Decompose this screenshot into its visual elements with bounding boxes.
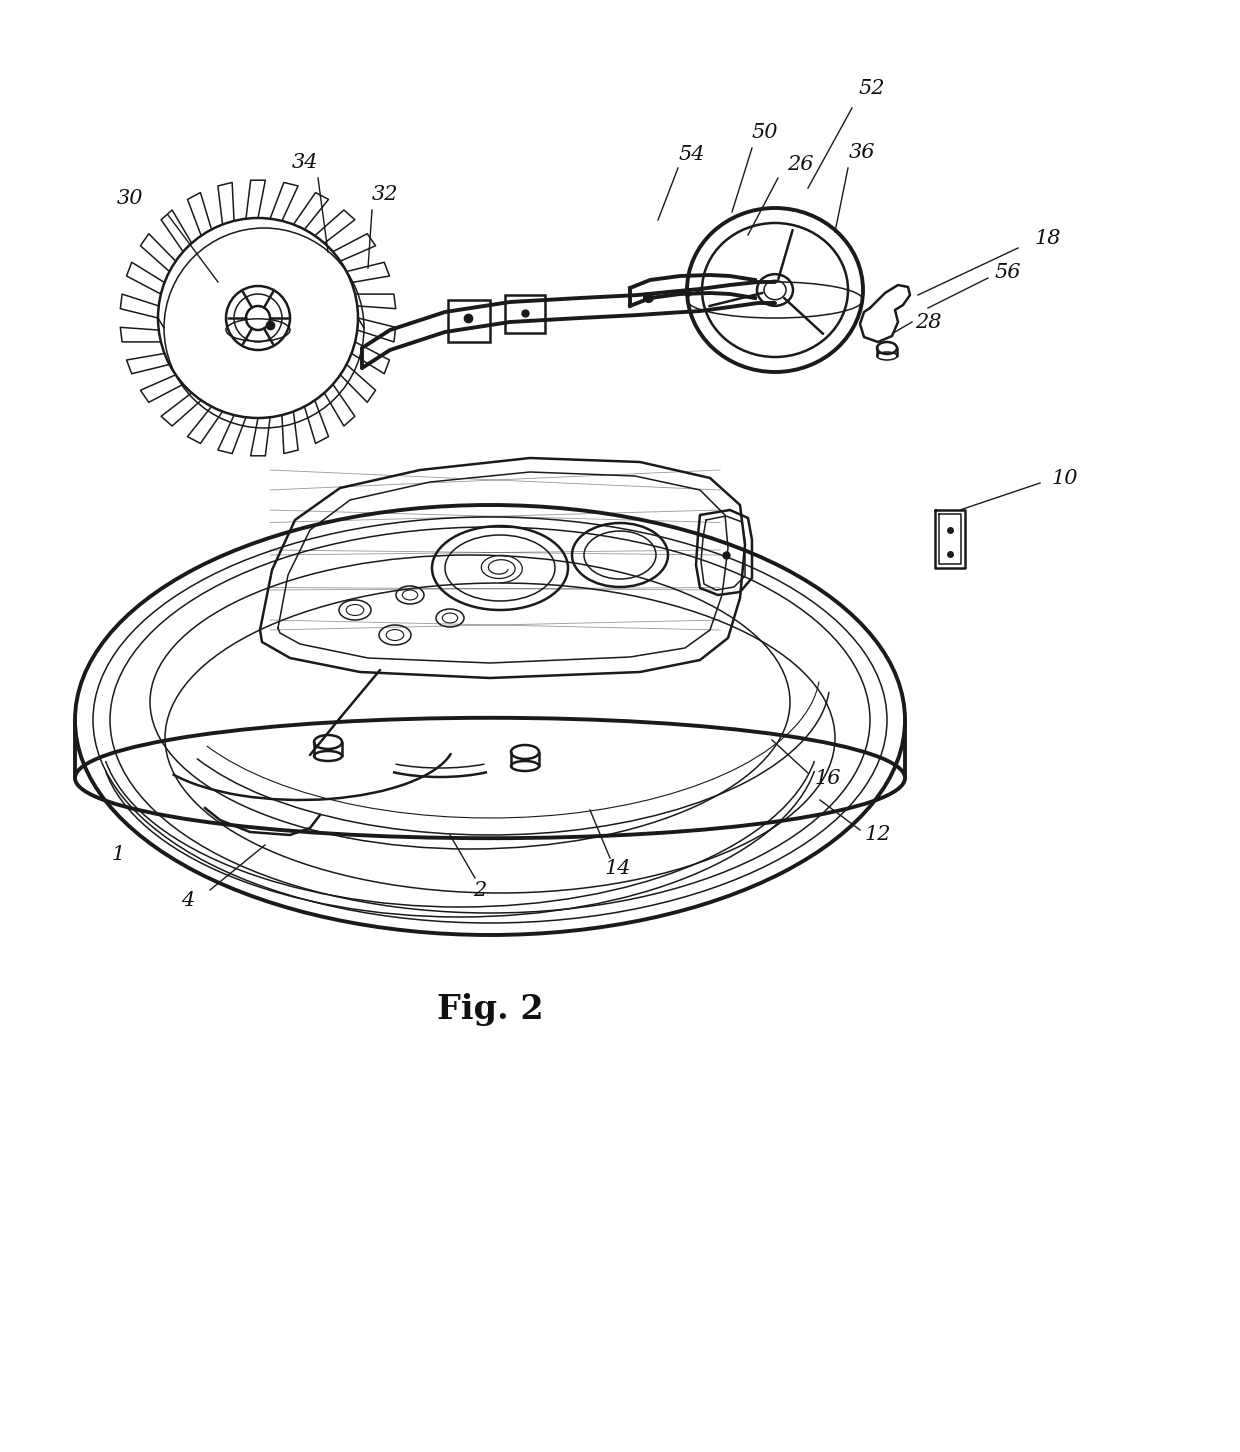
- Text: 34: 34: [291, 152, 319, 171]
- Text: 32: 32: [372, 186, 398, 205]
- Text: 16: 16: [815, 768, 841, 787]
- Text: 36: 36: [848, 142, 875, 161]
- Text: 2: 2: [474, 880, 486, 899]
- Text: 10: 10: [1052, 469, 1079, 488]
- Text: 56: 56: [994, 263, 1022, 282]
- Text: 28: 28: [915, 312, 941, 331]
- Text: 52: 52: [859, 78, 885, 97]
- Text: Fig. 2: Fig. 2: [436, 993, 543, 1027]
- Text: 4: 4: [181, 890, 195, 909]
- Text: 26: 26: [786, 155, 813, 174]
- Text: 18: 18: [1034, 228, 1061, 247]
- Text: 14: 14: [605, 858, 631, 877]
- Text: 50: 50: [751, 122, 779, 141]
- Text: 12: 12: [864, 826, 892, 845]
- Text: 1: 1: [112, 845, 125, 864]
- Text: 54: 54: [678, 145, 706, 164]
- Text: 30: 30: [117, 189, 144, 208]
